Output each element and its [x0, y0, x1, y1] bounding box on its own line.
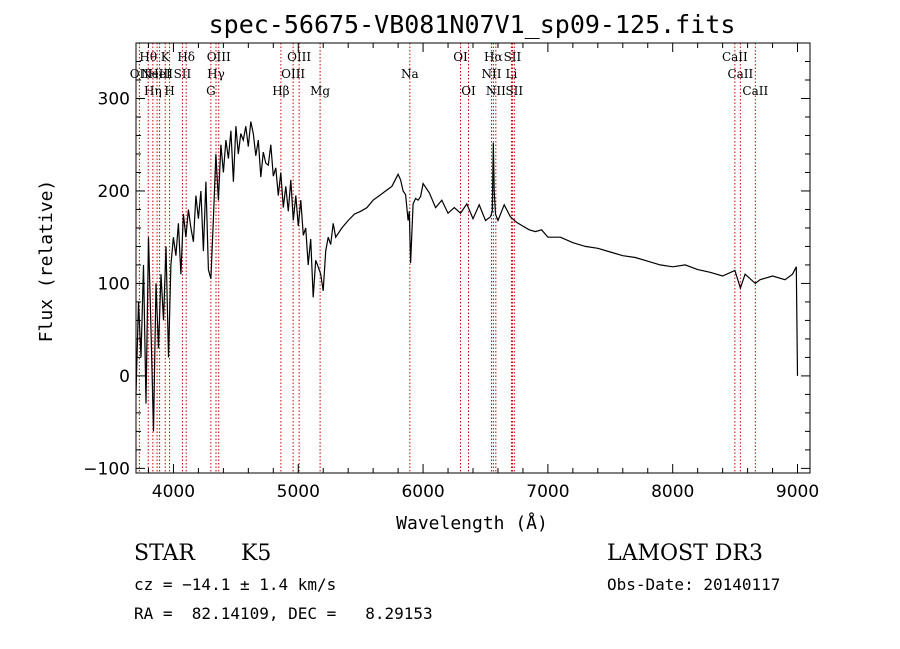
spectral-line-markers — [138, 43, 756, 473]
spectral-line-label: NII — [481, 67, 501, 81]
y-tick-label: −100 — [83, 459, 130, 479]
x-tick-label: 5000 — [277, 482, 320, 502]
spectral-line-label: Hβ — [272, 84, 289, 98]
x-tick-label: 9000 — [776, 482, 819, 502]
plot-area-frame — [135, 42, 811, 474]
y-tick-label: 300 — [98, 89, 130, 109]
spectral-line-label: Mg — [310, 84, 330, 98]
spectrum-series-line — [135, 121, 799, 432]
redshift-text: cz = −14.1 ± 1.4 km/s — [134, 575, 336, 594]
x-axis-ticks: 4000 5000 6000 7000 8000 9000 — [147, 43, 819, 502]
spectral-line-label: Hη — [144, 84, 162, 98]
spectral-line-label: CaII — [742, 84, 768, 98]
spectral-line-label: Hα — [484, 50, 503, 64]
spectral-line-labels: OIIHθHηNeIIIHeIKHSIIHδGHγOIIIHβOIIIOIIIM… — [130, 50, 769, 98]
spectral-line-label: OII — [130, 67, 150, 81]
chart-title: spec-56675-VB081N07V1_sp09-125.fits — [209, 10, 736, 39]
spectral-line-label: H — [164, 84, 174, 98]
y-tick-label: 200 — [98, 182, 130, 202]
spectral-line-label: CaII — [722, 50, 748, 64]
spectral-line-label: OIII — [207, 50, 231, 64]
object-class: STAR — [134, 541, 196, 566]
observation-date: Obs-Date: 20140117 — [607, 575, 780, 594]
x-tick-label: 8000 — [651, 482, 694, 502]
y-tick-label: 0 — [119, 367, 130, 387]
y-axis-ticks: −100 0 100 200 300 — [83, 60, 810, 479]
spectral-line-label: Li — [506, 67, 518, 81]
spectral-line-label: Hθ — [139, 50, 157, 64]
x-tick-label: 6000 — [401, 482, 444, 502]
spectral-line-label: CaII — [727, 67, 753, 81]
spectral-line-label: Na — [401, 67, 419, 81]
spectral-line-label: SII — [505, 84, 523, 98]
spectral-line-label: OIII — [281, 67, 305, 81]
spectral-line-label: OIII — [287, 50, 311, 64]
spectral-line-label: HeI — [148, 67, 171, 81]
object-subclass: K5 — [241, 541, 271, 566]
x-tick-label: 4000 — [152, 482, 195, 502]
spectral-line-label: NII — [486, 84, 506, 98]
spectral-line-label: G — [206, 84, 216, 98]
x-tick-label: 7000 — [526, 482, 569, 502]
spectral-line-label: SII — [504, 50, 522, 64]
spectral-line-label: OI — [453, 50, 468, 64]
spectral-line-label: K — [161, 50, 171, 64]
spectral-line-label: NeIII — [141, 67, 173, 81]
x-axis-label: Wavelength (Å) — [396, 512, 548, 534]
survey-name: LAMOST DR3 — [607, 541, 763, 566]
spectral-line-label: Hγ — [207, 67, 225, 81]
spectral-line-label: Hδ — [177, 50, 195, 64]
y-tick-label: 100 — [98, 274, 130, 294]
spectral-line-label: SII — [174, 67, 192, 81]
y-axis-label: Flux (relative) — [36, 180, 57, 343]
spectral-line-label: OI — [461, 84, 476, 98]
coordinates-text: RA = 82.14109, DEC = 8.29153 — [134, 604, 433, 623]
